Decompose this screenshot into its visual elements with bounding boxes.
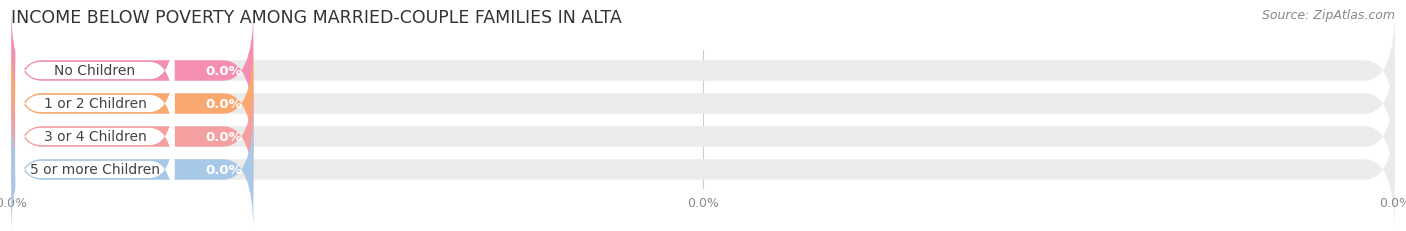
FancyBboxPatch shape: [11, 42, 1395, 166]
FancyBboxPatch shape: [11, 108, 1395, 231]
FancyBboxPatch shape: [11, 9, 253, 133]
Text: 0.0%: 0.0%: [205, 130, 242, 143]
Text: 0.0%: 0.0%: [205, 97, 242, 110]
Text: 1 or 2 Children: 1 or 2 Children: [44, 97, 146, 111]
Text: No Children: No Children: [55, 64, 135, 78]
FancyBboxPatch shape: [11, 75, 1395, 199]
FancyBboxPatch shape: [11, 9, 1395, 133]
FancyBboxPatch shape: [11, 108, 253, 231]
FancyBboxPatch shape: [15, 119, 174, 220]
Text: 0.0%: 0.0%: [205, 65, 242, 78]
FancyBboxPatch shape: [11, 42, 253, 166]
Text: 5 or more Children: 5 or more Children: [30, 163, 160, 177]
Text: INCOME BELOW POVERTY AMONG MARRIED-COUPLE FAMILIES IN ALTA: INCOME BELOW POVERTY AMONG MARRIED-COUPL…: [11, 9, 621, 27]
Text: 0.0%: 0.0%: [205, 163, 242, 176]
Text: 3 or 4 Children: 3 or 4 Children: [44, 130, 146, 144]
FancyBboxPatch shape: [11, 75, 253, 199]
FancyBboxPatch shape: [15, 86, 174, 187]
Text: Source: ZipAtlas.com: Source: ZipAtlas.com: [1261, 9, 1395, 22]
FancyBboxPatch shape: [15, 53, 174, 155]
FancyBboxPatch shape: [15, 21, 174, 122]
